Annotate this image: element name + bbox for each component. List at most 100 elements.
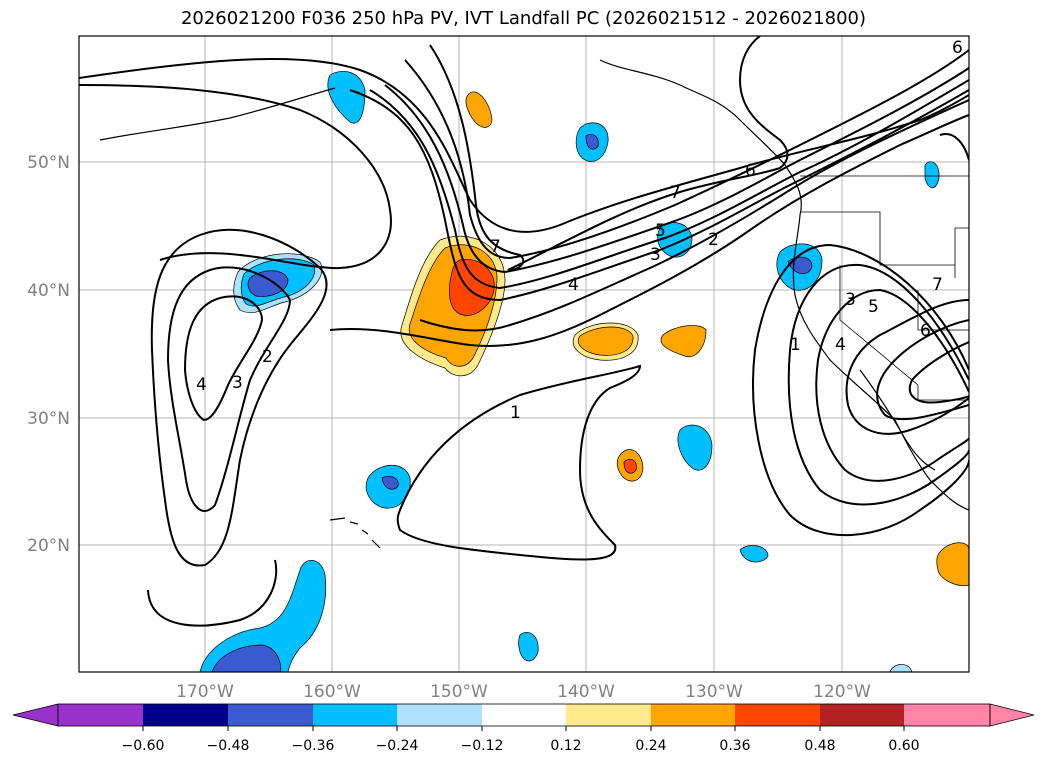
contour-label-6-east: 6: [920, 321, 931, 341]
positive-anomaly-468: [465, 91, 493, 128]
negative-anomaly-alaska: [327, 71, 366, 124]
figure-title: 2026021200 F036 250 hPa PV, IVT Landfall…: [180, 8, 867, 29]
lat-label-50n: 50°N: [27, 153, 70, 173]
contour-label-7-east: 7: [932, 275, 943, 295]
contour-label-1-south: 1: [510, 403, 521, 423]
contour-jet-4: [369, 79, 969, 290]
coastline-north-america: [599, 59, 969, 511]
colorbar-bin-048-060: [820, 704, 904, 726]
negative-anomaly-23n-core: [381, 476, 399, 490]
contour-east-5: [876, 319, 969, 421]
colorbar-tick-label: 0.48: [804, 738, 835, 754]
coastline-baja: [859, 369, 936, 471]
colorbar-tick-label: 0.36: [719, 738, 750, 754]
contour-lines: [79, 36, 969, 627]
lon-label-120w: 120°W: [813, 682, 871, 702]
negative-anomaly-south: [199, 560, 327, 672]
contour-jet-7: [429, 36, 789, 271]
contour-label-4-east: 4: [835, 335, 846, 355]
contour-label-group: 1 1 2 2 3 3 3 4 4 4 5 5 6 6 6 7 7 7: [196, 38, 963, 423]
border-states-3: [917, 290, 969, 331]
colorbar-tick-labels: −0.60 −0.48 −0.36 −0.24 −0.12 0.12 0.24 …: [122, 738, 920, 754]
lon-label-150w: 150°W: [430, 682, 488, 702]
contour-2-west-loop: [150, 228, 328, 567]
filled-contours: [199, 71, 969, 672]
contour-jet-3: [349, 89, 969, 302]
contour-jet-5: [384, 67, 969, 274]
negative-anomaly-19n: [739, 545, 769, 563]
colorbar-bin-048-036: [228, 704, 313, 726]
colorbar-tick-label: 0.12: [550, 738, 581, 754]
colorbar-tick-label: −0.36: [292, 738, 335, 754]
contour-label-5-east: 5: [868, 297, 879, 317]
borders: [800, 175, 969, 401]
colorbar-tick-label: −0.12: [461, 738, 504, 754]
lon-label-130w: 130°W: [685, 682, 743, 702]
contour-jet-1: [329, 114, 969, 347]
border-states-1: [800, 211, 955, 266]
coastlines: [99, 59, 969, 549]
contour-label-1-east: 1: [790, 335, 801, 355]
lat-label-30n: 30°N: [27, 409, 70, 429]
contour-4-west-loop: [183, 295, 264, 422]
positive-anomaly-25n-core: [623, 458, 637, 474]
positive-anomaly-140w-core: [578, 326, 634, 356]
colorbar-tick-label: 0.24: [635, 738, 666, 754]
map-background: [79, 36, 969, 672]
lon-label-160w: 160°W: [303, 682, 361, 702]
colorbar-bin-gt-060: [904, 704, 990, 726]
map-frame: [78, 35, 970, 673]
contour-label-3-jet: 3: [650, 245, 661, 265]
colorbar-bin-036-024: [313, 704, 397, 726]
colorbar-bin-012-012: [482, 704, 566, 726]
colorbar-tick-label: −0.60: [122, 738, 165, 754]
contour-1-upper: [79, 58, 969, 233]
lat-label-40n: 40°N: [27, 281, 70, 301]
contour-jet-6: [404, 49, 969, 260]
contour-east-3: [815, 288, 969, 482]
colorbar-bin-060-048: [143, 704, 228, 726]
contour-east-6: [908, 341, 969, 404]
contour-label-4-jet: 4: [568, 275, 579, 295]
contour-east-2: [787, 263, 969, 506]
contour-label-3-east: 3: [845, 290, 856, 310]
contour-label-2-jet: 2: [708, 230, 719, 250]
positive-anomaly-132w: [660, 325, 707, 358]
longitude-labels: 170°W 160°W 150°W 140°W 130°W 120°W: [176, 682, 871, 702]
lat-label-20n: 20°N: [27, 536, 70, 556]
contour-label-6-jet: 6: [745, 161, 756, 181]
positive-anomaly-se: [936, 542, 969, 586]
coastline-hawaii: [329, 517, 381, 549]
colorbar-ticks: [142, 726, 905, 731]
contour-label-4-west: 4: [196, 375, 207, 395]
latitude-labels: 50°N 40°N 30°N 20°N: [27, 153, 70, 556]
colorbar-tick-label: −0.48: [207, 738, 250, 754]
map-panel: 1 1 2 2 3 3 3 4 4 4 5 5 6 6 6 7 7 7: [78, 35, 970, 673]
contour-label-6-ne: 6: [952, 38, 963, 58]
colorbar-frame: [57, 703, 991, 727]
colorbar-tick-label: 0.60: [888, 738, 919, 754]
lon-label-170w: 170°W: [176, 682, 234, 702]
colorbar-tick-label: −0.24: [376, 738, 419, 754]
colorbar-bin-024-012: [397, 704, 482, 726]
colorbar-extend-high: [989, 703, 1035, 727]
contour-east-1: [752, 243, 969, 537]
contour-1-lower: [79, 84, 392, 270]
negative-anomaly-42n-core: [247, 270, 289, 297]
contour-3-west-loop: [166, 266, 292, 512]
border-states-2: [839, 265, 969, 401]
contour-label-7-core: 7: [490, 237, 501, 257]
border-states-4: [954, 227, 969, 278]
contour-label-7-jet: 7: [670, 183, 681, 203]
negative-anomaly-south-core: [211, 644, 281, 672]
contour-label-5-jet: 5: [655, 221, 666, 241]
colorbar-extend-low: [12, 703, 59, 727]
contour-outer-south: [147, 559, 278, 627]
negative-anomaly-28n: [677, 424, 713, 471]
contour-jet-2: [419, 99, 969, 332]
positive-anomaly-strong: [449, 258, 495, 316]
contour-label-3-west: 3: [232, 373, 243, 393]
contour-1-south: [396, 364, 642, 561]
negative-anomaly-12n: [518, 631, 539, 662]
